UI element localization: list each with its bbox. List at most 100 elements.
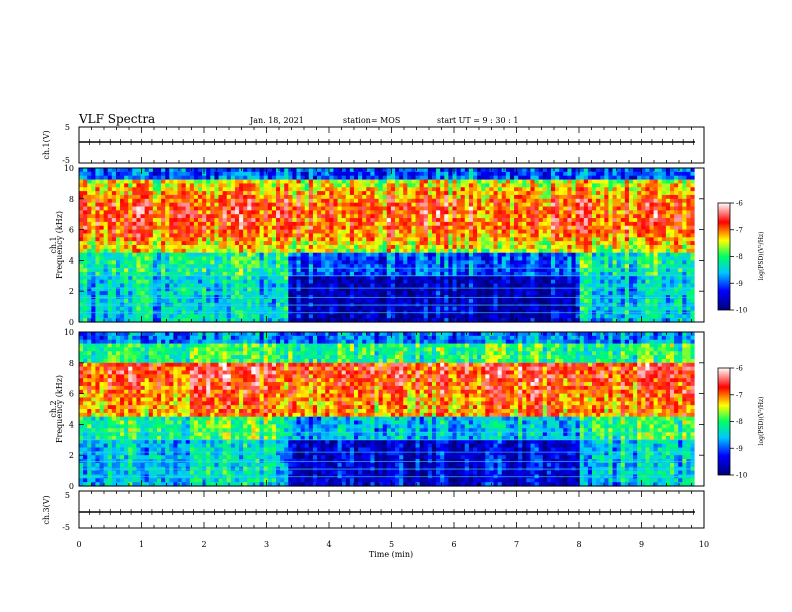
spectrogram-cell [189, 318, 195, 323]
spectrogram-cell [181, 275, 187, 281]
spectrogram-cell [440, 191, 445, 196]
spectrogram-cell [403, 175, 408, 181]
spectrogram-cell [202, 291, 207, 296]
spectrogram-cell [407, 252, 413, 258]
spectrogram-cell [353, 241, 359, 246]
spectrogram-cell [308, 306, 314, 312]
spectrogram-cell [308, 210, 314, 215]
spectrogram-cell [362, 233, 367, 238]
spectrogram-cell [514, 287, 519, 292]
spectrogram-cell [382, 218, 388, 223]
spectrogram-cell [304, 260, 310, 265]
spectrogram-cell [99, 191, 105, 196]
spectrogram-cell [563, 198, 568, 204]
spectrogram-cell [189, 237, 195, 242]
spectrogram-cell [575, 287, 581, 292]
spectrogram-cell [198, 233, 203, 238]
spectrogram-cell [353, 252, 359, 258]
spectrogram-cell [489, 264, 495, 269]
spectrogram-cell [169, 194, 174, 200]
spectrogram-cell [181, 271, 187, 277]
spectrogram-cell [534, 314, 540, 319]
spectrogram-cell [341, 268, 347, 273]
spectrogram-cell [280, 260, 285, 265]
spectrogram-cell [107, 252, 113, 258]
spectrogram-cell [333, 252, 339, 258]
spectrogram-cell [464, 168, 470, 173]
spectrogram-cell [136, 241, 142, 246]
spectrogram-cell [358, 318, 363, 323]
spectrogram-cell [485, 256, 491, 261]
spectrogram-cell [218, 171, 224, 177]
spectrogram-cell [120, 260, 125, 265]
spectrogram-cell [460, 202, 466, 208]
spectrogram-cell [251, 171, 257, 177]
spectrogram-cell [464, 260, 470, 265]
spectrogram-cell [575, 229, 581, 235]
spectrogram-cell [534, 179, 540, 184]
spectrogram-cell [382, 318, 388, 323]
spectrogram-cell [366, 260, 371, 265]
spectrogram-cell [198, 175, 203, 181]
spectrogram-cell [193, 283, 199, 288]
spectrogram-cell [571, 229, 577, 235]
spectrogram-cell [214, 194, 220, 200]
spectrogram-cell [489, 202, 495, 208]
spectrogram-cell [460, 252, 466, 258]
spectrogram-cell [202, 237, 207, 242]
spectrogram-cell [415, 191, 421, 196]
spectrogram-cell [456, 248, 462, 254]
spectrogram-cell [107, 214, 113, 219]
spectrogram-cell [358, 279, 363, 285]
spectrogram-cell [312, 298, 318, 304]
spectrogram-cell [563, 275, 568, 281]
spectrogram-cell [243, 268, 248, 273]
spectrogram-cell [128, 202, 133, 208]
spectrogram-cell [329, 237, 335, 242]
spectrogram-cell [91, 191, 97, 196]
spectrogram-cell [518, 194, 523, 200]
spectrogram-cell [386, 210, 392, 215]
spectrogram-cell [403, 268, 408, 273]
spectrogram-cell [115, 202, 121, 208]
spectrogram-cell [452, 233, 458, 238]
spectrogram-cell [329, 260, 335, 265]
spectrogram-cell [509, 171, 515, 177]
spectrogram-cell [239, 233, 244, 238]
spectrogram-cell [353, 245, 359, 250]
spectrogram-cell [505, 268, 511, 273]
spectrogram-cell [542, 210, 548, 215]
spectrogram-cell [464, 268, 470, 273]
spectrogram-cell [152, 245, 158, 250]
spectrogram-cell [419, 252, 425, 258]
spectrogram-cell [555, 175, 560, 181]
spectrogram-cell [337, 206, 343, 211]
spectrogram-cell [473, 245, 478, 250]
spectrogram-cell [444, 264, 449, 269]
spectrogram-cell [431, 225, 437, 231]
spectrogram-cell [493, 279, 499, 285]
spectrogram-cell [501, 233, 507, 238]
spectrogram-cell [542, 175, 548, 181]
spectrogram-cell [312, 264, 318, 269]
spectrogram-cell [460, 221, 466, 227]
spectrogram-cell [152, 306, 158, 312]
spectrogram-cell [156, 241, 162, 246]
spectrogram-cell [292, 318, 298, 323]
spectrogram-cell [156, 275, 162, 281]
spectrogram-cell [567, 202, 573, 208]
spectrogram-cell [271, 214, 277, 219]
spectrogram-cell [337, 221, 343, 227]
spectrogram-cell [341, 260, 347, 265]
spectrogram-cell [247, 202, 252, 208]
spectrogram-cell [136, 225, 142, 231]
spectrogram-cell [185, 187, 191, 192]
spectrogram-cell [95, 252, 101, 258]
spectrogram-cell [202, 283, 207, 288]
spectrogram-cell [473, 248, 478, 254]
spectrogram-cell [304, 241, 310, 246]
spectrogram-cell [395, 171, 400, 177]
spectrogram-cell [202, 191, 207, 196]
spectrogram-cell [107, 183, 113, 188]
spectrogram-cell [362, 283, 367, 288]
